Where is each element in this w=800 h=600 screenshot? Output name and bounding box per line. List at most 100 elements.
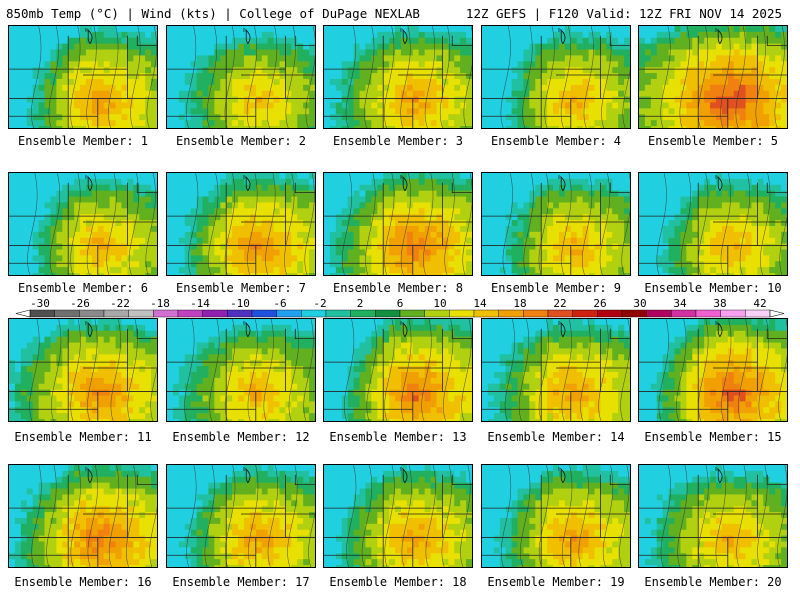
colorbar-tick-label: -18 bbox=[150, 297, 170, 310]
colorbar-swatch bbox=[29, 309, 55, 318]
temperature-map bbox=[324, 465, 472, 567]
ensemble-member-label: Ensemble Member: 7 bbox=[175, 281, 307, 295]
colorbar-tick-label: -14 bbox=[190, 297, 210, 310]
colorbar-swatch bbox=[424, 309, 450, 318]
colorbar-tick-label: 34 bbox=[673, 297, 687, 310]
ensemble-member-label: Ensemble Member: 15 bbox=[644, 430, 782, 444]
colorbar-swatch bbox=[202, 309, 228, 318]
temperature-map bbox=[9, 319, 157, 421]
colorbar-swatch bbox=[79, 309, 105, 318]
ensemble-member-label: Ensemble Member: 18 bbox=[329, 575, 467, 589]
colorbar-tick-label: 2 bbox=[357, 297, 364, 310]
ensemble-panel-8 bbox=[323, 172, 473, 276]
run-valid-time: 12Z GEFS | F120 Valid: 12Z FRI NOV 14 20… bbox=[465, 6, 782, 21]
colorbar-swatch bbox=[251, 309, 277, 318]
colorbar-swatch bbox=[399, 309, 425, 318]
colorbar-swatch bbox=[375, 309, 401, 318]
colorbar-tick-label: 38 bbox=[713, 297, 726, 310]
colorbar-tick-label: 14 bbox=[473, 297, 487, 310]
colorbar-swatch bbox=[473, 309, 499, 318]
ensemble-panel-14 bbox=[481, 318, 631, 422]
colorbar-swatch bbox=[498, 309, 524, 318]
ensemble-panel-17 bbox=[166, 464, 316, 568]
temperature-map bbox=[324, 319, 472, 421]
ensemble-panel-6 bbox=[8, 172, 158, 276]
ensemble-panel-15 bbox=[638, 318, 788, 422]
ensemble-panel-4 bbox=[481, 25, 631, 129]
colorbar-tick-label: -10 bbox=[230, 297, 250, 310]
temperature-map bbox=[324, 173, 472, 275]
ensemble-member-label: Ensemble Member: 2 bbox=[175, 134, 307, 148]
chart-title: 850mb Temp (°C) | Wind (kts) | College o… bbox=[6, 6, 420, 21]
ensemble-member-label: Ensemble Member: 9 bbox=[490, 281, 622, 295]
temperature-map bbox=[167, 319, 315, 421]
colorbar-swatch bbox=[153, 309, 179, 318]
colorbar-swatch bbox=[301, 309, 327, 318]
colorbar-swatch bbox=[646, 309, 672, 318]
ensemble-panel-3 bbox=[323, 25, 473, 129]
ensemble-member-label: Ensemble Member: 6 bbox=[17, 281, 149, 295]
colorbar-swatch bbox=[177, 309, 203, 318]
temperature-map bbox=[167, 26, 315, 128]
colorbar-tick-label: 42 bbox=[753, 297, 766, 310]
colorbar-swatch bbox=[103, 309, 129, 318]
colorbar-tick-label: -22 bbox=[110, 297, 130, 310]
colorbar-tick-label: -6 bbox=[273, 297, 286, 310]
colorbar-tick-label: 6 bbox=[397, 297, 404, 310]
colorbar-tick-label: -2 bbox=[313, 297, 326, 310]
temperature-map bbox=[9, 173, 157, 275]
temperature-map bbox=[324, 26, 472, 128]
colorbar-right-arrow bbox=[769, 309, 785, 318]
colorbar-tick-label: 26 bbox=[593, 297, 606, 310]
temperature-map bbox=[639, 465, 787, 567]
colorbar-swatch bbox=[572, 309, 598, 318]
ensemble-member-label: Ensemble Member: 1 bbox=[17, 134, 149, 148]
colorbar-swatch bbox=[745, 309, 771, 318]
temperature-map bbox=[9, 26, 157, 128]
ensemble-panel-5 bbox=[638, 25, 788, 129]
colorbar-swatch bbox=[128, 309, 154, 318]
ensemble-panel-18 bbox=[323, 464, 473, 568]
ensemble-member-label: Ensemble Member: 3 bbox=[332, 134, 464, 148]
temperature-map bbox=[167, 465, 315, 567]
ensemble-member-label: Ensemble Member: 8 bbox=[332, 281, 464, 295]
colorbar-swatch bbox=[325, 309, 351, 318]
temperature-map bbox=[167, 173, 315, 275]
ensemble-panel-20 bbox=[638, 464, 788, 568]
colorbar-tick-label: 10 bbox=[433, 297, 446, 310]
ensemble-member-label: Ensemble Member: 4 bbox=[490, 134, 622, 148]
colorbar-swatch bbox=[621, 309, 647, 318]
ensemble-panel-2 bbox=[166, 25, 316, 129]
ensemble-member-label: Ensemble Member: 12 bbox=[172, 430, 310, 444]
colorbar-swatch bbox=[547, 309, 573, 318]
ensemble-panel-12 bbox=[166, 318, 316, 422]
temperature-map bbox=[639, 319, 787, 421]
colorbar-tick-label: -26 bbox=[70, 297, 90, 310]
temperature-map bbox=[482, 319, 630, 421]
temperature-map bbox=[482, 173, 630, 275]
ensemble-member-label: Ensemble Member: 10 bbox=[644, 281, 782, 295]
ensemble-member-label: Ensemble Member: 16 bbox=[14, 575, 152, 589]
temperature-map bbox=[482, 465, 630, 567]
colorbar-tick-label: 30 bbox=[633, 297, 646, 310]
ensemble-panel-19 bbox=[481, 464, 631, 568]
ensemble-member-label: Ensemble Member: 13 bbox=[329, 430, 467, 444]
temperature-map bbox=[9, 465, 157, 567]
colorbar-tick-label: 22 bbox=[553, 297, 566, 310]
ensemble-member-label: Ensemble Member: 11 bbox=[14, 430, 152, 444]
colorbar-swatch bbox=[350, 309, 376, 318]
colorbar-swatch bbox=[523, 309, 549, 318]
colorbar-swatch bbox=[449, 309, 475, 318]
colorbar-swatch bbox=[54, 309, 80, 318]
ensemble-panel-10 bbox=[638, 172, 788, 276]
ensemble-panel-1 bbox=[8, 25, 158, 129]
ensemble-member-label: Ensemble Member: 14 bbox=[487, 430, 625, 444]
temperature-colorbar: -30 -26 -22 -18 -14 -10 -6 -2 2 6 10 14 18 22 26 30 34 38… bbox=[15, 297, 785, 318]
colorbar-swatch bbox=[276, 309, 302, 318]
ensemble-member-label: Ensemble Member: 5 bbox=[647, 134, 779, 148]
ensemble-panel-11 bbox=[8, 318, 158, 422]
colorbar-left-arrow bbox=[15, 309, 31, 318]
colorbar-swatch bbox=[720, 309, 746, 318]
colorbar-swatch bbox=[597, 309, 623, 318]
temperature-map bbox=[482, 26, 630, 128]
